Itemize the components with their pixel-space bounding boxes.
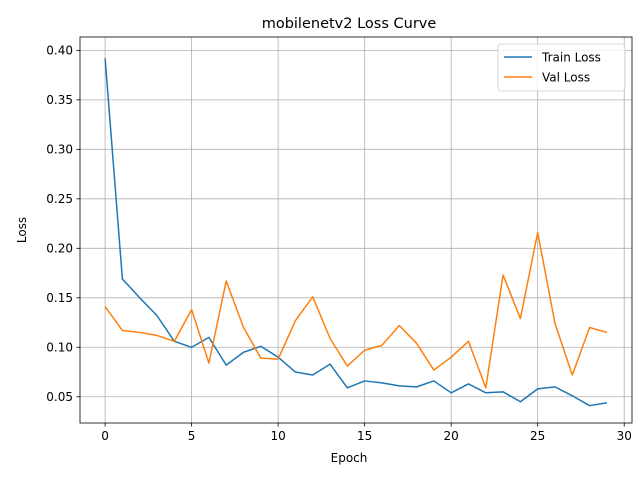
y-tick-label: 0.25 [46, 192, 73, 206]
y-tick-label: 0.05 [46, 390, 73, 404]
y-axis: 0.05 0.10 0.15 0.20 0.25 0.30 0.35 0.40 [46, 44, 80, 404]
legend-label-train-loss: Train Loss [541, 50, 601, 64]
y-tick-label: 0.10 [46, 341, 73, 355]
x-tick-label: 5 [188, 429, 196, 443]
x-tick-label: 25 [530, 429, 545, 443]
y-axis-label: Loss [15, 217, 29, 243]
y-tick-label: 0.20 [46, 242, 73, 256]
x-tick-label: 0 [101, 429, 109, 443]
y-tick-label: 0.35 [46, 93, 73, 107]
legend-box [497, 43, 626, 92]
y-tick-label: 0.40 [46, 44, 73, 58]
val-loss-line [104, 231, 608, 389]
y-tick-label: 0.15 [46, 291, 73, 305]
legend-label-val-loss: Val Loss [542, 70, 590, 84]
x-tick-label: 30 [617, 429, 632, 443]
y-tick-label: 0.30 [46, 143, 73, 157]
plot-frame [79, 36, 633, 424]
x-axis: 0 5 10 15 20 25 30 [101, 423, 632, 443]
x-axis-label: Epoch [331, 451, 368, 465]
chart-title: mobilenetv2 Loss Curve [262, 16, 437, 32]
legend: Train Loss Val Loss [497, 43, 626, 92]
x-tick-label: 20 [444, 429, 459, 443]
train-loss-line [104, 58, 608, 407]
series-layer [104, 58, 608, 407]
x-tick-label: 15 [357, 429, 372, 443]
x-tick-label: 10 [270, 429, 285, 443]
